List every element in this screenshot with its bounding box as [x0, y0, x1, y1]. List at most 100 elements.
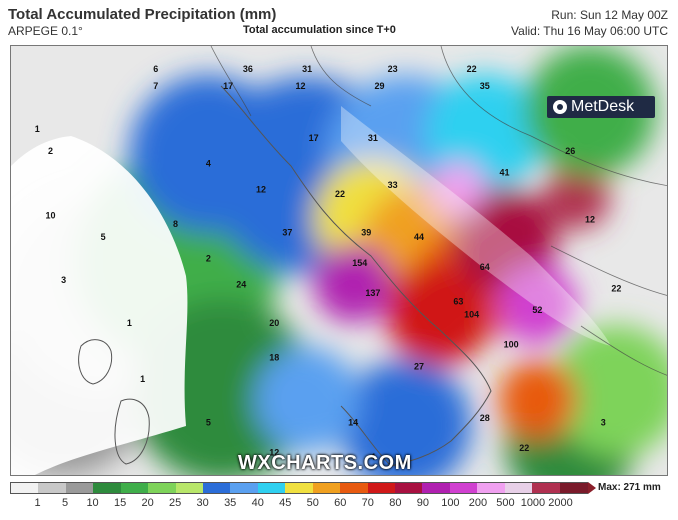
value-label: 7: [153, 81, 158, 91]
legend-swatch: [257, 483, 287, 493]
legend-tick-label: 30: [196, 497, 209, 509]
sardinia-outline: [114, 398, 150, 465]
model-name: ARPEGE 0.1°: [8, 24, 83, 38]
legend-ticks: 1 5 10 15 20 25 30 35 40 45 50 60 70 80 90 100 200 500 100…: [10, 497, 588, 511]
value-label: 63: [453, 297, 463, 307]
metdesk-icon: [553, 100, 567, 114]
western-sea: [11, 136, 188, 475]
value-label: 12: [585, 215, 595, 225]
value-label: 12: [296, 81, 306, 91]
legend-arrow: [588, 482, 596, 494]
precip-area-17: [432, 161, 485, 215]
legend-tick-label: 5: [61, 497, 69, 509]
value-label: 26: [565, 146, 575, 156]
legend-tick-label: 1000: [520, 497, 546, 509]
legend-tick-label: 25: [169, 497, 182, 509]
chart-title: Total Accumulated Precipitation (mm): [8, 6, 277, 23]
legend-tick-label: 200: [468, 497, 488, 509]
legend-swatch: [120, 483, 150, 493]
value-label: 12: [256, 185, 266, 195]
metdesk-text: MetDesk: [571, 98, 635, 115]
legend-tick-label: 20: [141, 497, 154, 509]
legend-swatch: [367, 483, 397, 493]
value-label: 29: [374, 81, 384, 91]
legend-swatch: [504, 483, 534, 493]
legend-swatch: [395, 483, 424, 493]
value-label: 35: [480, 81, 490, 91]
value-label: 17: [223, 81, 233, 91]
italy-coastline: [220, 85, 492, 467]
value-label: 12: [269, 447, 279, 457]
value-label: 28: [480, 413, 490, 423]
value-label: 22: [335, 189, 345, 199]
value-label: 23: [388, 64, 398, 74]
value-label: 44: [414, 232, 424, 242]
precip-area-5: [550, 325, 667, 457]
value-label: 31: [302, 64, 312, 74]
value-label: 6: [153, 64, 158, 74]
value-label: 18: [269, 353, 279, 363]
legend-swatch: [449, 483, 479, 493]
value-label: 24: [236, 279, 246, 289]
precip-area-15: [313, 243, 393, 323]
value-label: 5: [206, 417, 211, 427]
legend-tick-label: 2000: [548, 497, 573, 509]
wxcharts-watermark: WXCHARTS.COM: [238, 452, 412, 474]
metdesk-logo: MetDesk: [547, 96, 655, 118]
max-value-label: Max: 271 mm: [598, 482, 661, 493]
run-time: Run: Sun 12 May 00Z: [551, 8, 668, 22]
legend-swatch: [559, 483, 589, 493]
country-borders: [210, 46, 667, 376]
legend-swatch: [148, 483, 177, 493]
valid-time: Valid: Thu 16 May 06:00 UTC: [511, 24, 668, 38]
value-label: 37: [282, 228, 292, 238]
value-label: 1: [127, 318, 132, 328]
value-label: 1: [35, 124, 40, 134]
value-label: 154: [352, 258, 367, 268]
value-label: 36: [243, 64, 253, 74]
value-label: 2: [48, 146, 53, 156]
legend-tick-label: 500: [496, 497, 515, 509]
value-label: 14: [348, 417, 358, 427]
precip-area-21: [497, 359, 577, 439]
chart-header: Total Accumulated Precipitation (mm) ARP…: [0, 0, 678, 46]
legend-swatch: [203, 483, 232, 493]
value-label: 17: [309, 133, 319, 143]
legend-swatch: [65, 483, 95, 493]
value-label: 22: [467, 64, 477, 74]
legend-tick-label: 100: [441, 497, 460, 509]
value-label: 10: [45, 210, 55, 220]
value-label: 100: [504, 340, 519, 350]
legend-tick-label: 10: [86, 497, 99, 509]
precip-area-13: [386, 260, 492, 366]
legend-swatch: [312, 483, 342, 493]
value-label: 3: [61, 275, 66, 285]
legend-swatch: [477, 483, 506, 493]
value-label: 137: [365, 288, 380, 298]
legend-tick-label: 40: [251, 497, 264, 509]
legend-tick-label: 90: [416, 497, 429, 509]
precip-area-11: [425, 72, 544, 192]
legend-tick-label: 45: [279, 497, 292, 509]
value-label: 52: [532, 305, 542, 315]
value-label: 64: [480, 262, 490, 272]
legend-swatch: [422, 483, 451, 493]
legend-tick-label: 35: [224, 497, 237, 509]
value-label: 8: [173, 219, 178, 229]
legend-tick-label: 80: [389, 497, 402, 509]
value-label: 33: [388, 180, 398, 190]
legend-tick-label: 1: [34, 497, 41, 509]
legend-tick-label: 60: [334, 497, 347, 509]
precip-area-20: [254, 346, 360, 453]
adriatic-sea: [341, 106, 611, 346]
precip-area-8: [129, 74, 288, 233]
value-label: 20: [269, 318, 279, 328]
value-label: 4: [206, 159, 211, 169]
legend-swatch: [340, 483, 369, 493]
precipitation-map[interactable]: 6 36 31 23 22 7 17 12 29 35 1 2 4 17 31 12 22 33 41 26 8 37 39…: [10, 45, 668, 476]
precip-area-19: [340, 359, 472, 475]
value-label: 104: [464, 310, 479, 320]
legend-swatch: [11, 483, 40, 493]
value-label: 39: [361, 228, 371, 238]
